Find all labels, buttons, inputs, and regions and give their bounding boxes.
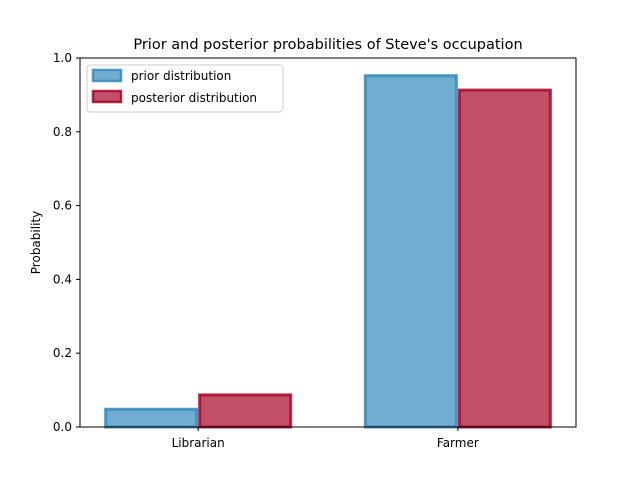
bar-posterior-librarian — [198, 393, 293, 429]
legend: prior distribution posterior distributio… — [86, 64, 284, 113]
y-tick-label: 0.2 — [53, 346, 72, 360]
x-tick-label-farmer: Farmer — [437, 436, 479, 450]
y-axis-label: Probability — [29, 211, 43, 274]
chart-title: Prior and posterior probabilities of Ste… — [133, 37, 522, 53]
y-tick-label: 0.0 — [53, 420, 72, 434]
legend-label-prior: prior distribution — [131, 69, 231, 83]
y-tick-label: 0.8 — [53, 125, 72, 139]
y-tick-label: 1.0 — [53, 51, 72, 65]
y-axis: 0.0 0.2 0.4 0.6 0.8 1.0 — [53, 51, 80, 434]
y-tick-label: 0.4 — [53, 272, 72, 286]
legend-box — [86, 64, 284, 113]
y-tick-label: 0.6 — [53, 199, 72, 213]
bar-prior-librarian — [104, 407, 199, 429]
legend-swatch-prior — [91, 68, 123, 83]
x-tick-label-librarian: Librarian — [172, 436, 225, 450]
plot-frame — [79, 57, 577, 428]
bar-posterior-farmer — [457, 88, 552, 429]
legend-label-posterior: posterior distribution — [131, 91, 257, 105]
bar-prior-farmer — [363, 74, 458, 429]
bars-layer — [104, 74, 552, 429]
legend-swatch-posterior — [91, 89, 123, 104]
x-axis: Librarian Farmer — [172, 427, 479, 450]
